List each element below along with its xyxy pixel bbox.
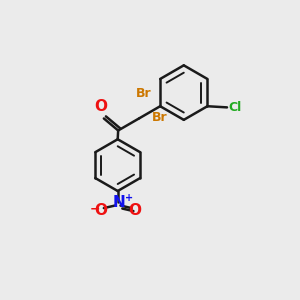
Text: O: O: [94, 203, 108, 218]
Text: −: −: [89, 202, 100, 215]
Text: Br: Br: [136, 87, 152, 100]
Text: O: O: [128, 203, 141, 218]
Text: N: N: [112, 195, 125, 210]
Text: Br: Br: [152, 111, 167, 124]
Text: +: +: [125, 193, 133, 203]
Text: O: O: [94, 99, 108, 114]
Text: Cl: Cl: [229, 101, 242, 114]
